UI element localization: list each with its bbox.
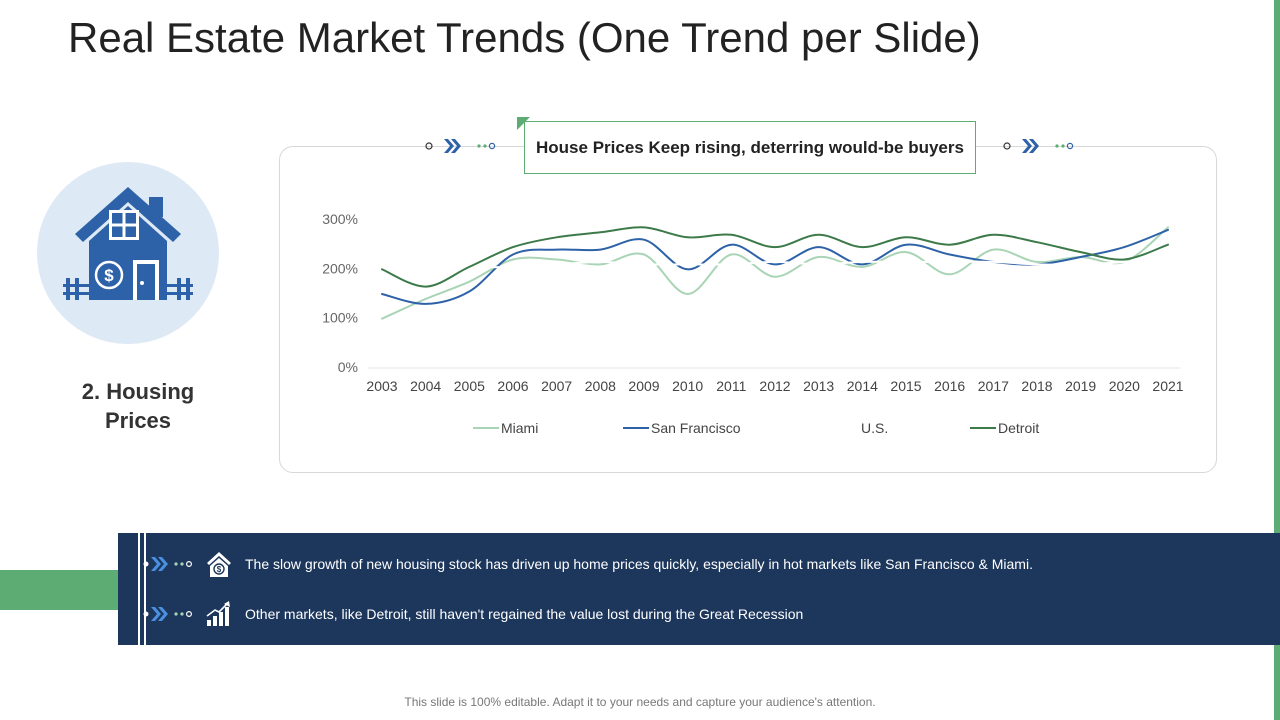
chart-card: 0% 100% 200% 300% 2003 2004 2005 2006 2007 2008 20…: [279, 146, 1217, 473]
legend-label: Miami: [501, 420, 538, 436]
house-dollar-icon: $: [63, 187, 193, 300]
x-tick-label: 2018: [1021, 378, 1052, 394]
note-text: Other markets, like Detroit, still haven…: [245, 606, 804, 622]
panel-divider-line: [144, 533, 146, 645]
x-tick-label: 2011: [716, 378, 746, 394]
house-icon-badge: $: [37, 162, 219, 344]
footer-note: This slide is 100% editable. Adapt it to…: [404, 695, 876, 709]
bar-chart-growth-icon: [206, 601, 230, 626]
x-tick-label: 2006: [497, 378, 528, 394]
x-tick-label: 2005: [454, 378, 485, 394]
x-tick-label: 2016: [934, 378, 965, 394]
slide-title: Real Estate Market Trends (One Trend per…: [68, 14, 981, 61]
x-tick-label: 2007: [541, 378, 572, 394]
svg-text:$: $: [217, 565, 222, 574]
legend-item: U.S.: [833, 420, 888, 436]
x-tick-label: 2004: [410, 378, 441, 394]
line-chart: 0% 100% 200% 300% 2003 2004 2005 2006 2007 2008 20…: [322, 211, 1184, 436]
x-tick-label: 2009: [628, 378, 659, 394]
left-green-accent-bar: [0, 570, 122, 610]
left-chevron-decoration: [425, 139, 496, 153]
note-row: Other markets, like Detroit, still haven…: [118, 599, 1280, 629]
svg-text:$: $: [104, 266, 114, 285]
chevron-connector-icon: [143, 607, 192, 621]
x-tick-label: 2003: [366, 378, 397, 394]
series-line-detroit: [381, 226, 1169, 288]
x-tick-label: 2008: [585, 378, 616, 394]
x-tick-label: 2020: [1109, 378, 1140, 394]
series-line-u-s: [381, 256, 1169, 269]
y-tick-label: 0%: [338, 359, 358, 375]
x-tick-label: 2010: [672, 378, 703, 394]
notes-panel: $ The slow growth of new housing stock h…: [118, 533, 1280, 645]
note-row: $ The slow growth of new housing stock h…: [118, 549, 1280, 579]
note-text: The slow growth of new housing stock has…: [245, 556, 1033, 572]
series-line-miami: [381, 226, 1169, 320]
y-tick-label: 100%: [322, 310, 358, 326]
right-accent-stripe: [1274, 0, 1280, 720]
x-tick-label: 2013: [803, 378, 834, 394]
legend-label: U.S.: [861, 420, 888, 436]
legend-item: Miami: [473, 420, 538, 436]
right-chevron-decoration: [1003, 139, 1074, 153]
x-tick-label: 2017: [978, 378, 1009, 394]
x-tick-label: 2012: [759, 378, 790, 394]
legend-label: San Francisco: [651, 420, 741, 436]
legend-label: Detroit: [998, 420, 1039, 436]
trend-label: 2. Housing Prices: [81, 379, 195, 433]
chevron-connector-icon: [143, 557, 192, 571]
chart-title: House Prices Keep rising, deterring woul…: [524, 121, 976, 174]
x-tick-label: 2021: [1152, 378, 1183, 394]
house-dollar-icon: $: [207, 552, 231, 577]
x-tick-label: 2019: [1065, 378, 1096, 394]
panel-divider-line: [138, 533, 140, 645]
legend-item: San Francisco: [623, 420, 741, 436]
y-tick-label: 300%: [322, 211, 358, 227]
x-tick-label: 2014: [847, 378, 878, 394]
legend-item: Detroit: [970, 420, 1039, 436]
x-tick-label: 2015: [890, 378, 921, 394]
y-tick-label: 200%: [322, 260, 358, 276]
